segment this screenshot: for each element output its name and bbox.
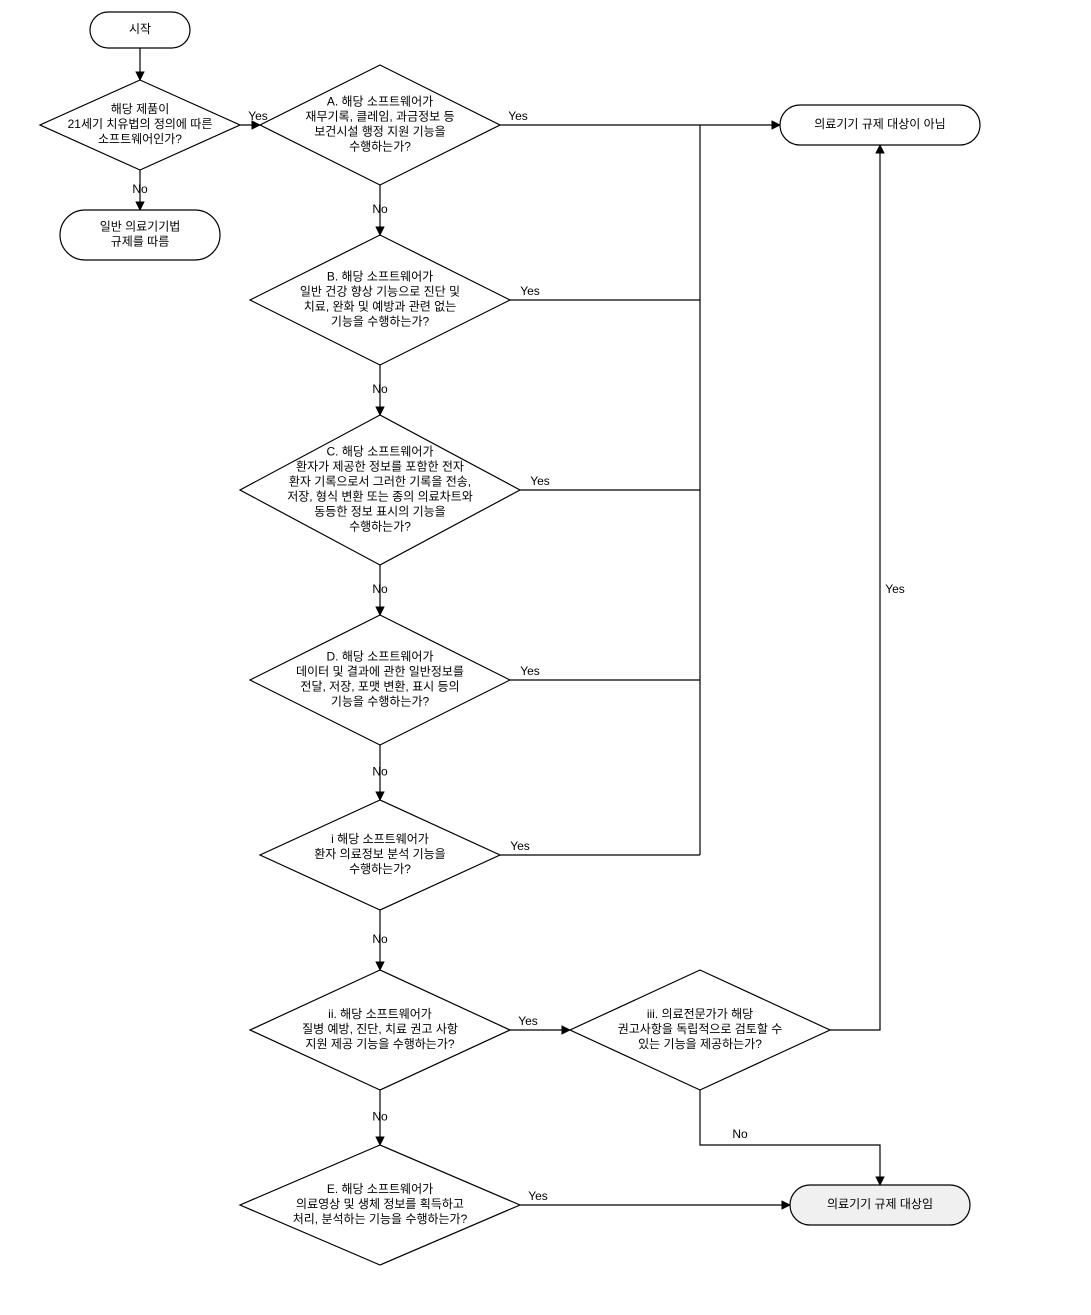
node-qiii-line0: iii. 의료전문가가 해당: [647, 1007, 753, 1021]
node-qC-line3: 저장, 형식 변환 또는 종의 의료차트와: [287, 490, 473, 504]
node-qE-line1: 의료영상 및 생체 정보를 획득하고: [296, 1197, 464, 1211]
node-q1-line2: 소프트웨어인가?: [98, 132, 182, 146]
node-qB-line0: B. 해당 소프트웨어가: [327, 270, 433, 284]
node-qii-line0: ii. 해당 소프트웨어가: [328, 1007, 432, 1021]
node-qii-line1: 질병 예방, 진단, 치료 권고 사항: [302, 1022, 458, 1036]
edge-label: Yes: [248, 109, 268, 123]
node-general-line1: 규제를 따름: [111, 235, 170, 249]
edge-label: No: [732, 1127, 748, 1141]
node-qiii: iii. 의료전문가가 해당권고사항을 독립적으로 검토할 수있는 기능을 제공…: [570, 970, 830, 1090]
node-isSubject: 의료기기 규제 대상임: [790, 1185, 970, 1225]
node-qi-line0: i 해당 소프트웨어가: [331, 832, 429, 846]
node-start: 시작: [90, 12, 190, 48]
edge-label: No: [372, 202, 388, 216]
node-qi-line2: 수행하는가?: [349, 861, 411, 876]
node-q1: 해당 제품이21세기 치유법의 정의에 따른소프트웨어인가?: [40, 80, 240, 170]
node-qA-line0: A. 해당 소프트웨어가: [327, 95, 433, 109]
edge: [830, 145, 880, 1030]
edge-label: Yes: [520, 284, 540, 298]
node-qA: A. 해당 소프트웨어가재무기록, 클레임, 과금정보 등보건시설 행정 지원 …: [260, 65, 500, 185]
node-qii: ii. 해당 소프트웨어가질병 예방, 진단, 치료 권고 사항지원 제공 기능…: [250, 970, 510, 1090]
node-qB-line1: 일반 건강 향상 기능으로 진단 및: [300, 285, 460, 299]
node-qD-line0: D. 해당 소프트웨어가: [327, 650, 434, 664]
node-qiii-line1: 권고사항을 독립적으로 검토할 수: [618, 1022, 783, 1036]
node-qA-line3: 수행하는가?: [349, 139, 411, 154]
node-qC: C. 해당 소프트웨어가환자가 제공한 정보를 포함한 전자환자 기록으로서 그…: [240, 415, 520, 565]
edge-label: No: [372, 932, 388, 946]
node-start-line0: 시작: [129, 22, 151, 36]
node-qA-line2: 보건시설 행정 지원 기능을: [314, 124, 445, 139]
edge-label: Yes: [528, 1189, 548, 1203]
node-notSubject: 의료기기 규제 대상이 아님: [780, 105, 980, 145]
node-qC-line0: C. 해당 소프트웨어가: [327, 445, 434, 459]
node-isSubject-line0: 의료기기 규제 대상임: [827, 1197, 933, 1211]
node-qB: B. 해당 소프트웨어가일반 건강 향상 기능으로 진단 및치료, 완화 및 예…: [250, 235, 510, 365]
node-qC-line1: 환자가 제공한 정보를 포함한 전자: [296, 460, 464, 474]
edge-label: Yes: [510, 839, 530, 853]
node-general-line0: 일반 의료기기법: [100, 220, 181, 234]
edge-label: Yes: [508, 109, 528, 123]
edge-label: Yes: [518, 1014, 538, 1028]
edge: [700, 1090, 880, 1185]
node-q1-line0: 해당 제품이: [111, 102, 170, 116]
node-qD-line1: 데이터 및 결과에 관한 일반정보를: [296, 665, 464, 679]
node-qi-line1: 환자 의료정보 분석 기능을: [314, 847, 445, 861]
node-qA-line1: 재무기록, 클레임, 과금정보 등: [305, 110, 454, 124]
node-q1-line1: 21세기 치유법의 정의에 따른: [68, 117, 213, 131]
node-qD: D. 해당 소프트웨어가데이터 및 결과에 관한 일반정보를전달, 저장, 포맷…: [250, 615, 510, 745]
edge-label: Yes: [530, 474, 550, 488]
edge-label: No: [372, 1110, 388, 1124]
edge-label: No: [372, 582, 388, 596]
node-qD-line3: 기능을 수행하는가?: [331, 694, 430, 709]
edge-label: Yes: [885, 582, 905, 596]
node-qiii-line2: 있는 기능을 제공하는가?: [638, 1037, 762, 1051]
node-qC-line2: 환자 기록으로서 그러한 기록을 전송,: [289, 475, 471, 489]
flowchart-canvas: Yes No Yes No No No No No No Yes Yes Yes Yes Yes Yes Ye…: [0, 0, 1091, 1315]
node-general: 일반 의료기기법규제를 따름: [60, 210, 220, 260]
node-qii-line2: 지원 제공 기능을 수행하는가?: [305, 1036, 454, 1051]
node-notSubject-line0: 의료기기 규제 대상이 아님: [814, 117, 945, 131]
edge-label: Yes: [520, 664, 540, 678]
node-qD-line2: 전달, 저장, 포맷 변환, 표시 등의: [300, 680, 459, 694]
node-qC-line4: 동등한 정보 표시의 기능을: [314, 505, 445, 519]
node-qi: i 해당 소프트웨어가환자 의료정보 분석 기능을수행하는가?: [260, 800, 500, 910]
node-qC-line5: 수행하는가?: [349, 519, 411, 534]
edge-label: No: [132, 182, 148, 196]
node-qB-line3: 기능을 수행하는가?: [331, 314, 430, 329]
node-qE-line0: E. 해당 소프트웨어가: [327, 1182, 433, 1196]
node-qE: E. 해당 소프트웨어가의료영상 및 생체 정보를 획득하고처리, 분석하는 기…: [240, 1145, 520, 1265]
node-qB-line2: 치료, 완화 및 예방과 관련 없는: [304, 300, 457, 314]
edge-label: No: [372, 382, 388, 396]
edge-label: No: [372, 765, 388, 779]
node-qE-line2: 처리, 분석하는 기능을 수행하는가?: [293, 1211, 468, 1226]
